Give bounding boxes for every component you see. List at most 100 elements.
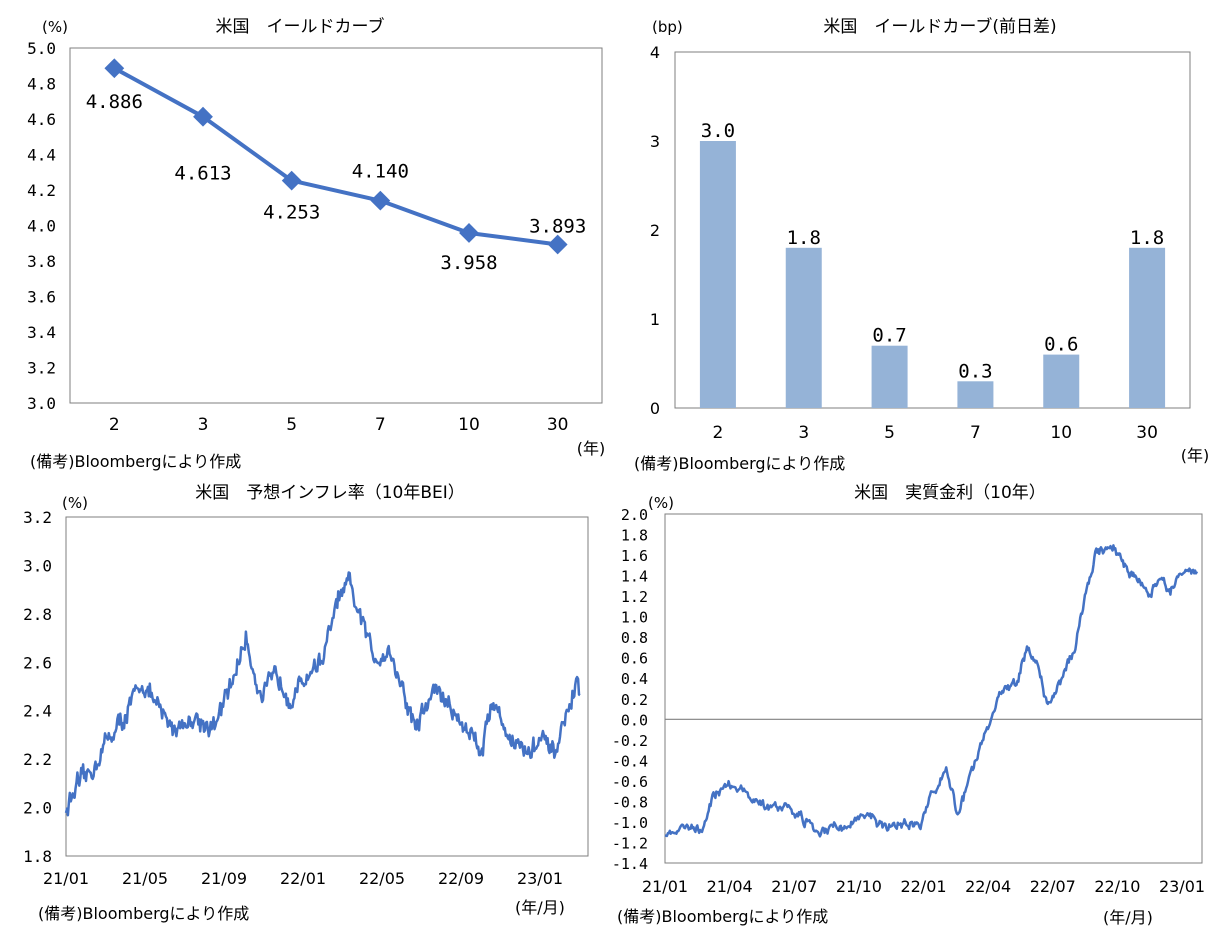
chart4-x-tick-label-1: 21/04 bbox=[707, 877, 753, 896]
chart1-data-label-2: 4.253 bbox=[263, 202, 320, 224]
chart4-note: (備考)Bloombergにより作成 bbox=[617, 907, 828, 926]
chart1-marker-2 bbox=[281, 170, 302, 191]
chart3-y-ticks: 1.8 2.0 2.2 2.4 2.6 2.8 3.0 3.2 bbox=[23, 508, 52, 866]
chart4-x-tick-label-0: 21/01 bbox=[642, 877, 688, 896]
chart4-y-tick-label-0: -1.4 bbox=[612, 855, 648, 873]
chart4-y-tick-label-16: 1.8 bbox=[621, 527, 648, 545]
chart4-y-tick-label-10: 0.6 bbox=[621, 650, 648, 668]
chart4-y-tick-label-17: 2.0 bbox=[621, 506, 648, 524]
chart2-x-tick-label-4: 10 bbox=[1050, 423, 1072, 443]
chart4-y-tick-label-13: 1.2 bbox=[621, 588, 648, 606]
chart1-y-tick-label-7: 4.4 bbox=[27, 146, 56, 165]
chart4-y-tick-label-15: 1.6 bbox=[621, 547, 648, 565]
yield-change-chart: 米国 イールドカーブ(前日差) (bp) 0 1 2 3 4 3.0 1.8 0.7 0.3 0… bbox=[634, 16, 1209, 473]
chart2-data-label-3: 0.3 bbox=[958, 360, 992, 382]
chart2-y-tick-label-0: 0 bbox=[650, 399, 660, 418]
chart4-y-tick-label-9: 0.4 bbox=[621, 670, 648, 688]
chart3-y-tick-label-6: 3.0 bbox=[23, 556, 52, 575]
chart4-y-tick-label-1: -1.2 bbox=[612, 834, 648, 852]
yield-curve-chart: 米国 イールドカーブ (%) 3.0 3.2 3.4 3.6 3.8 4.0 4.2 4.4 4… bbox=[27, 16, 605, 471]
chart4-y-tick-label-2: -1.0 bbox=[612, 814, 648, 832]
chart2-bar-1 bbox=[785, 247, 822, 408]
chart1-x-ticks: 2 3 5 7 10 30 bbox=[109, 415, 569, 435]
chart4-x-tick-label-7: 22/10 bbox=[1094, 877, 1140, 896]
chart4-y-tick-label-12: 1.0 bbox=[621, 609, 648, 627]
chart4-x-tick-label-2: 21/07 bbox=[771, 877, 817, 896]
chart4-x-tick-label-5: 22/04 bbox=[965, 877, 1011, 896]
chart2-y-unit: (bp) bbox=[652, 18, 683, 36]
chart4-plot-area bbox=[664, 513, 1203, 864]
chart3-y-tick-label-1: 2.0 bbox=[23, 799, 52, 818]
chart4-y-tick-label-6: -0.2 bbox=[612, 732, 648, 750]
chart1-x-tick-label-0: 2 bbox=[109, 415, 120, 435]
real-rate-chart: 米国 実質金利（10年） (%) -1.4 -1.2 -1.0 -0.8 -0.6 -0.… bbox=[612, 483, 1205, 927]
chart3-note: (備考)Bloombergにより作成 bbox=[38, 904, 249, 923]
chart1-x-tick-label-3: 7 bbox=[375, 415, 386, 435]
chart1-markers bbox=[104, 58, 568, 255]
chart1-title: 米国 イールドカーブ bbox=[216, 16, 385, 37]
chart4-y-tick-label-4: -0.6 bbox=[612, 773, 648, 791]
chart3-y-unit: (%) bbox=[62, 494, 88, 512]
chart1-y-tick-label-5: 4.0 bbox=[27, 217, 56, 236]
chart1-marker-4 bbox=[459, 223, 479, 243]
chart1-x-tick-label-1: 3 bbox=[198, 415, 209, 435]
chart1-marker-0 bbox=[104, 58, 125, 79]
chart3-x-tick-label-0: 21/01 bbox=[43, 869, 89, 888]
chart1-data-label-3: 4.140 bbox=[352, 161, 409, 183]
chart2-bar-3 bbox=[957, 381, 994, 408]
chart2-y-ticks: 0 1 2 3 4 bbox=[650, 43, 660, 418]
chart1-x-unit: (年) bbox=[577, 439, 606, 458]
chart4-y-tick-label-14: 1.4 bbox=[621, 568, 648, 586]
chart2-y-tick-label-2: 2 bbox=[650, 221, 660, 240]
chart2-bar-5 bbox=[1129, 247, 1166, 408]
chart3-x-tick-label-4: 22/05 bbox=[359, 869, 405, 888]
chart2-title: 米国 イールドカーブ(前日差) bbox=[823, 16, 1056, 37]
chart4-y-unit: (%) bbox=[648, 494, 674, 512]
chart3-y-tick-label-3: 2.4 bbox=[23, 702, 52, 721]
chart4-y-tick-label-11: 0.8 bbox=[621, 629, 648, 647]
chart2-x-tick-label-2: 5 bbox=[884, 423, 895, 443]
chart1-y-tick-label-10: 5.0 bbox=[27, 39, 56, 58]
chart1-data-labels: 4.886 4.613 4.253 4.140 3.958 3.893 bbox=[86, 91, 587, 274]
chart1-marker-5 bbox=[547, 234, 568, 255]
chart2-data-label-2: 0.7 bbox=[872, 325, 906, 347]
chart4-y-tick-label-7: 0.0 bbox=[621, 711, 648, 729]
chart1-data-label-5: 3.893 bbox=[529, 215, 586, 237]
chart2-y-tick-label-1: 1 bbox=[650, 310, 660, 329]
chart1-x-tick-label-5: 30 bbox=[547, 415, 569, 435]
chart1-y-tick-label-4: 3.8 bbox=[27, 252, 56, 271]
chart4-y-tick-label-5: -0.4 bbox=[612, 752, 648, 770]
chart2-bar-2 bbox=[871, 345, 908, 408]
chart4-title: 米国 実質金利（10年） bbox=[854, 483, 1046, 503]
chart1-y-tick-label-3: 3.6 bbox=[27, 288, 56, 307]
chart1-y-tick-label-1: 3.2 bbox=[27, 359, 56, 378]
chart2-note: (備考)Bloombergにより作成 bbox=[634, 454, 845, 473]
chart1-y-tick-label-0: 3.0 bbox=[27, 394, 56, 413]
chart2-x-tick-label-1: 3 bbox=[798, 423, 809, 443]
chart1-marker-3 bbox=[370, 190, 391, 211]
chart3-x-tick-label-1: 21/05 bbox=[122, 869, 168, 888]
chart3-y-tick-label-0: 1.8 bbox=[23, 847, 52, 866]
chart3-x-tick-label-6: 23/01 bbox=[517, 869, 563, 888]
chart4-x-tick-label-4: 22/01 bbox=[900, 877, 946, 896]
chart3-plot-area bbox=[65, 516, 589, 857]
chart2-x-ticks: 2 3 5 7 10 30 bbox=[713, 423, 1158, 443]
chart3-x-unit: (年/月) bbox=[515, 898, 565, 917]
chart4-series-line bbox=[664, 544, 1199, 838]
chart2-data-labels: 3.0 1.8 0.7 0.3 0.6 1.8 bbox=[701, 120, 1164, 382]
chart3-y-tick-label-7: 3.2 bbox=[23, 508, 52, 527]
chart4-y-tick-label-3: -0.8 bbox=[612, 793, 648, 811]
chart1-y-tick-label-6: 4.2 bbox=[27, 181, 56, 200]
chart2-y-tick-label-4: 4 bbox=[650, 43, 660, 62]
chart2-data-label-5: 1.8 bbox=[1130, 227, 1164, 249]
chart1-data-label-1: 4.613 bbox=[174, 163, 231, 185]
chart1-note: (備考)Bloombergにより作成 bbox=[30, 452, 241, 471]
chart2-bar-0 bbox=[699, 141, 736, 408]
chart2-y-tick-label-3: 3 bbox=[650, 132, 660, 151]
chart4-x-tick-label-3: 21/10 bbox=[836, 877, 882, 896]
bei-chart: 米国 予想インフレ率（10年BEI） (%) 1.8 2.0 2.2 2.4 2.6 2.… bbox=[23, 483, 589, 923]
chart3-x-tick-label-5: 22/09 bbox=[438, 869, 484, 888]
chart4-x-tick-label-6: 22/07 bbox=[1030, 877, 1076, 896]
chart2-data-label-1: 1.8 bbox=[787, 227, 821, 249]
chart2-x-tick-label-5: 30 bbox=[1136, 423, 1158, 443]
